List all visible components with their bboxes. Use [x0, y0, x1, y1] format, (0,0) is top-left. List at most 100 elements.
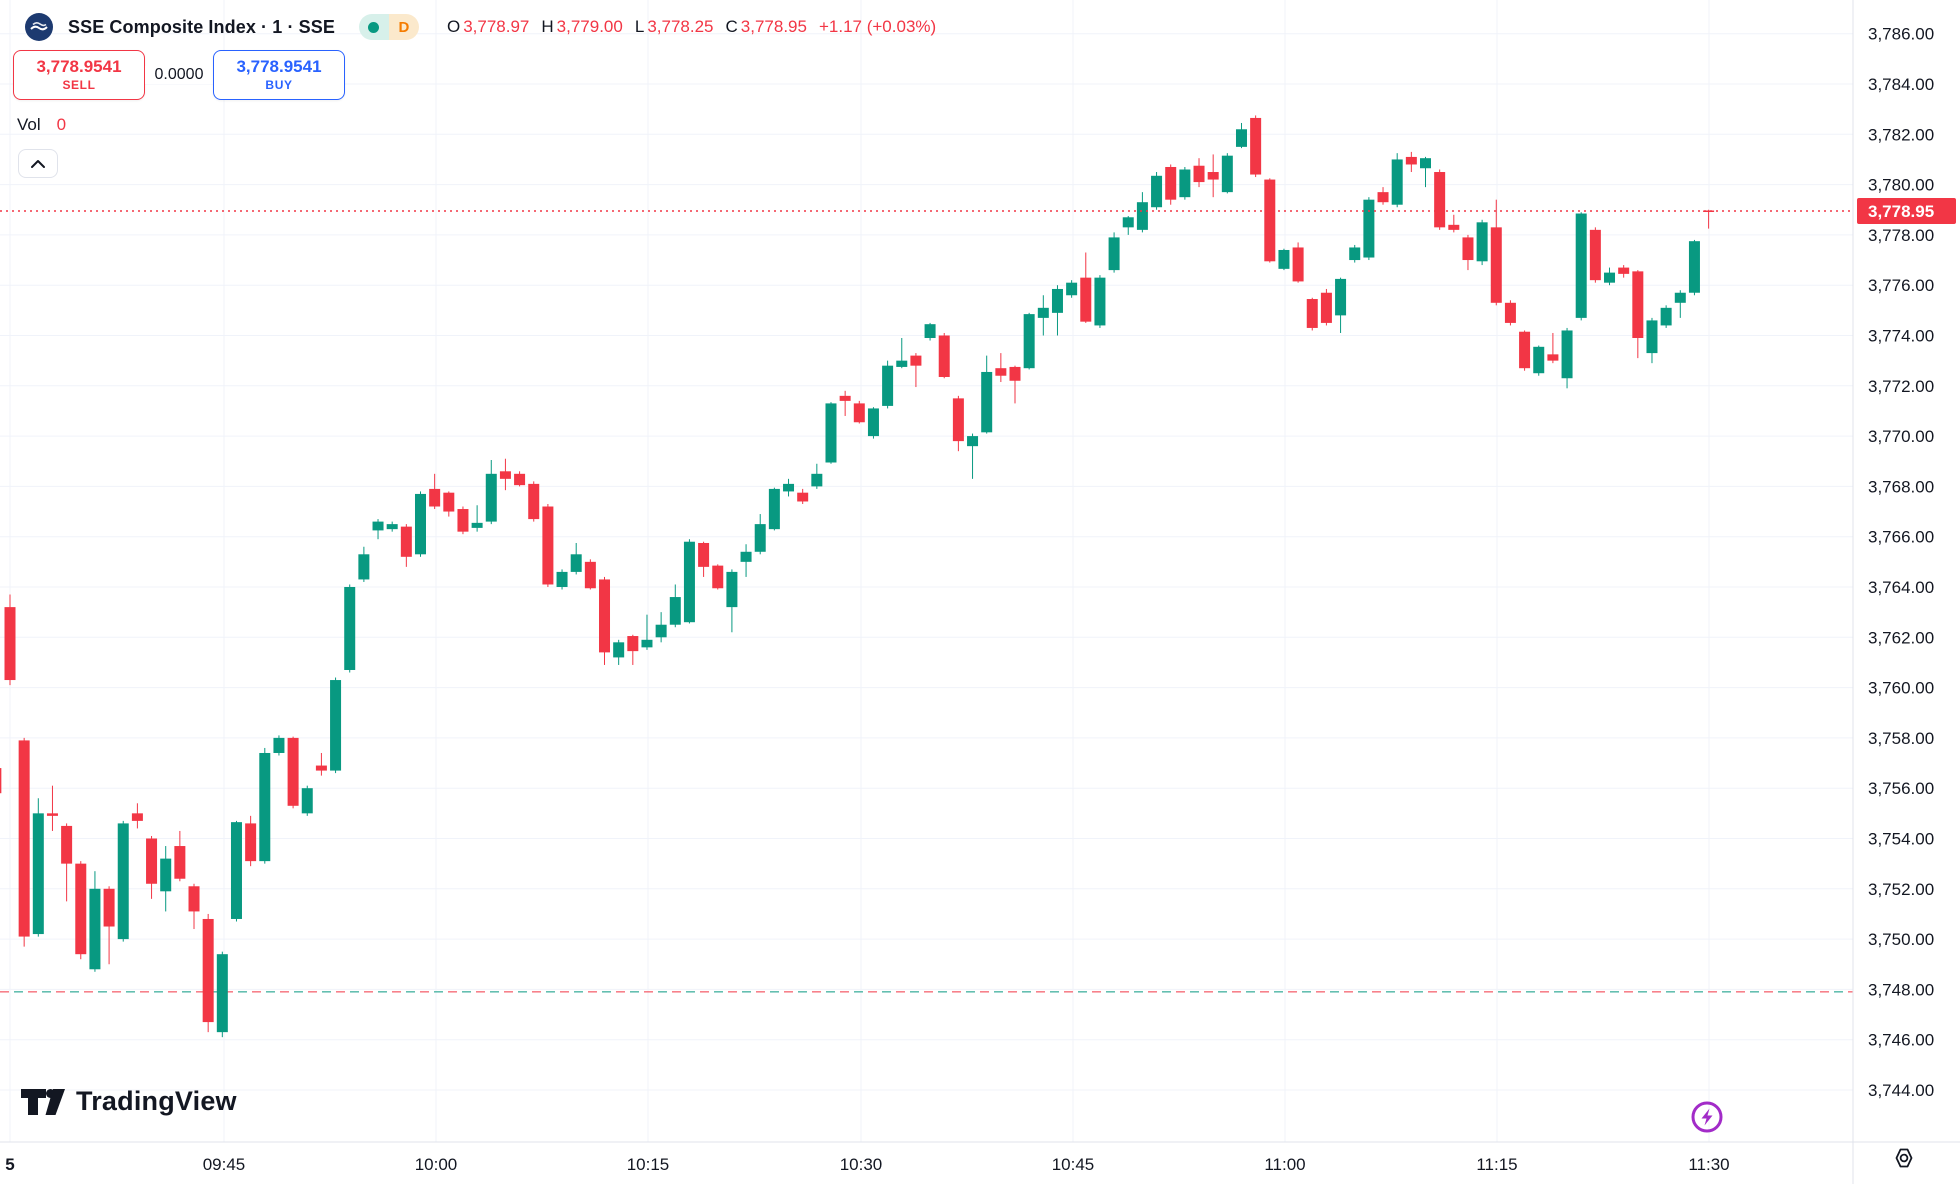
candle-body: [1589, 229, 1601, 281]
candle-body: [443, 492, 455, 512]
candle-body: [0, 768, 2, 794]
candle-body: [768, 488, 780, 530]
candle-body: [18, 740, 30, 937]
candle-body: [330, 680, 342, 771]
time-axis-label[interactable]: 10:00: [415, 1155, 458, 1174]
candle-body: [1363, 199, 1375, 258]
candle-body: [75, 863, 87, 955]
candle-body: [1264, 179, 1276, 262]
buy-button[interactable]: 3,778.9541 BUY: [213, 50, 345, 100]
time-axis-label[interactable]: 10:45: [1052, 1155, 1095, 1174]
lightning-icon: [1691, 1101, 1723, 1133]
candle-body: [839, 395, 851, 401]
price-axis-label[interactable]: 3,754.00: [1868, 829, 1934, 848]
time-axis-label[interactable]: 10:15: [627, 1155, 670, 1174]
candle-body: [1066, 282, 1078, 296]
price-axis-label[interactable]: 3,744.00: [1868, 1081, 1934, 1100]
candle-body: [1476, 222, 1488, 262]
candle-body: [400, 526, 412, 557]
candle-body: [698, 542, 710, 567]
candle-body: [1660, 307, 1672, 326]
sse-logo-icon[interactable]: [24, 12, 54, 42]
price-axis-label[interactable]: 3,764.00: [1868, 578, 1934, 597]
candle-body: [1278, 249, 1290, 269]
price-axis-label[interactable]: 3,758.00: [1868, 729, 1934, 748]
candle-body: [754, 524, 766, 552]
symbol-title[interactable]: SSE Composite Index · 1 · SSE: [68, 16, 335, 37]
candle-body: [1490, 227, 1502, 303]
gear-icon: [1895, 1148, 1913, 1168]
price-axis-label[interactable]: 3,780.00: [1868, 176, 1934, 195]
time-axis-label[interactable]: 11:00: [1264, 1155, 1305, 1174]
price-axis-label[interactable]: 3,762.00: [1868, 628, 1934, 647]
price-axis-label[interactable]: 3,770.00: [1868, 427, 1934, 446]
price-axis-label[interactable]: 3,746.00: [1868, 1031, 1934, 1050]
open-label: O: [446, 17, 461, 36]
ohlc-readout: O 3,778.97 H 3,779.00 L 3,778.25 C 3,778.95 …: [447, 17, 936, 37]
low-label: L: [634, 17, 645, 36]
candle-body: [783, 483, 795, 492]
candle-body: [1306, 299, 1318, 328]
candle-body: [315, 765, 327, 771]
price-axis-label[interactable]: 3,774.00: [1868, 326, 1934, 345]
candle-body: [1688, 241, 1700, 293]
candle-body: [1335, 278, 1347, 316]
price-axis-label[interactable]: 3,748.00: [1868, 980, 1934, 999]
price-axis-label[interactable]: 3,782.00: [1868, 125, 1934, 144]
collapse-panel-button[interactable]: [18, 149, 58, 178]
candle-body: [46, 813, 58, 816]
candle-body: [1193, 165, 1205, 183]
candle-body: [924, 324, 936, 339]
candle-body: [1250, 117, 1262, 175]
candle-body: [1604, 272, 1616, 283]
change-value: +1.17 (+0.03%): [818, 17, 937, 36]
candle-body: [995, 368, 1007, 376]
sell-button[interactable]: 3,778.9541 SELL: [13, 50, 145, 100]
candle-body: [811, 473, 823, 487]
price-axis-label[interactable]: 3,786.00: [1868, 25, 1934, 44]
candle-body: [146, 838, 158, 884]
time-axis-label[interactable]: 10:30: [840, 1155, 883, 1174]
candle-body: [471, 522, 483, 528]
candle-body: [1207, 172, 1219, 180]
price-axis-label[interactable]: 3,768.00: [1868, 477, 1934, 496]
candle-body: [188, 886, 200, 912]
price-axis-label[interactable]: 3,752.00: [1868, 880, 1934, 899]
candle-body: [981, 371, 993, 433]
price-axis-label[interactable]: 3,760.00: [1868, 679, 1934, 698]
candle-body: [1122, 217, 1134, 228]
price-axis-label[interactable]: 3,766.00: [1868, 528, 1934, 547]
price-axis-label[interactable]: 3,778.00: [1868, 226, 1934, 245]
candle-body: [1349, 247, 1361, 261]
time-axis-label[interactable]: 09:45: [203, 1155, 246, 1174]
candle-body: [372, 521, 384, 531]
candle-body: [1377, 192, 1389, 203]
tradingview-watermark[interactable]: TradingView: [20, 1086, 237, 1117]
instant-trading-button[interactable]: [1690, 1100, 1724, 1134]
candle-body: [4, 607, 16, 681]
last-price-tag-text: 3,778.95: [1868, 202, 1934, 221]
price-axis-label[interactable]: 3,750.00: [1868, 930, 1934, 949]
price-axis-label[interactable]: 3,756.00: [1868, 779, 1934, 798]
open-value: 3,778.97: [463, 17, 530, 36]
candle-body: [1504, 302, 1516, 323]
axis-settings-button[interactable]: [1892, 1146, 1916, 1170]
candle-body: [1703, 210, 1715, 212]
candle-body: [1575, 213, 1587, 318]
candle-body: [669, 597, 681, 625]
market-status-interval-pill[interactable]: D: [358, 14, 419, 40]
price-axis-label[interactable]: 3,776.00: [1868, 276, 1934, 295]
candle-body: [556, 571, 568, 587]
candle-body: [1179, 169, 1191, 198]
price-axis-label[interactable]: 3,772.00: [1868, 377, 1934, 396]
time-axis-label[interactable]: 11:30: [1688, 1155, 1729, 1174]
symbol-header: SSE Composite Index · 1 · SSE D O 3,778.9…: [24, 12, 936, 42]
session-start-label[interactable]: 5: [5, 1155, 14, 1174]
candle-body: [1618, 267, 1630, 274]
price-axis-label[interactable]: 3,784.00: [1868, 75, 1934, 94]
last-price-tag[interactable]: [1857, 198, 1956, 224]
candle-body: [967, 436, 979, 447]
time-axis-label[interactable]: 11:15: [1476, 1155, 1517, 1174]
